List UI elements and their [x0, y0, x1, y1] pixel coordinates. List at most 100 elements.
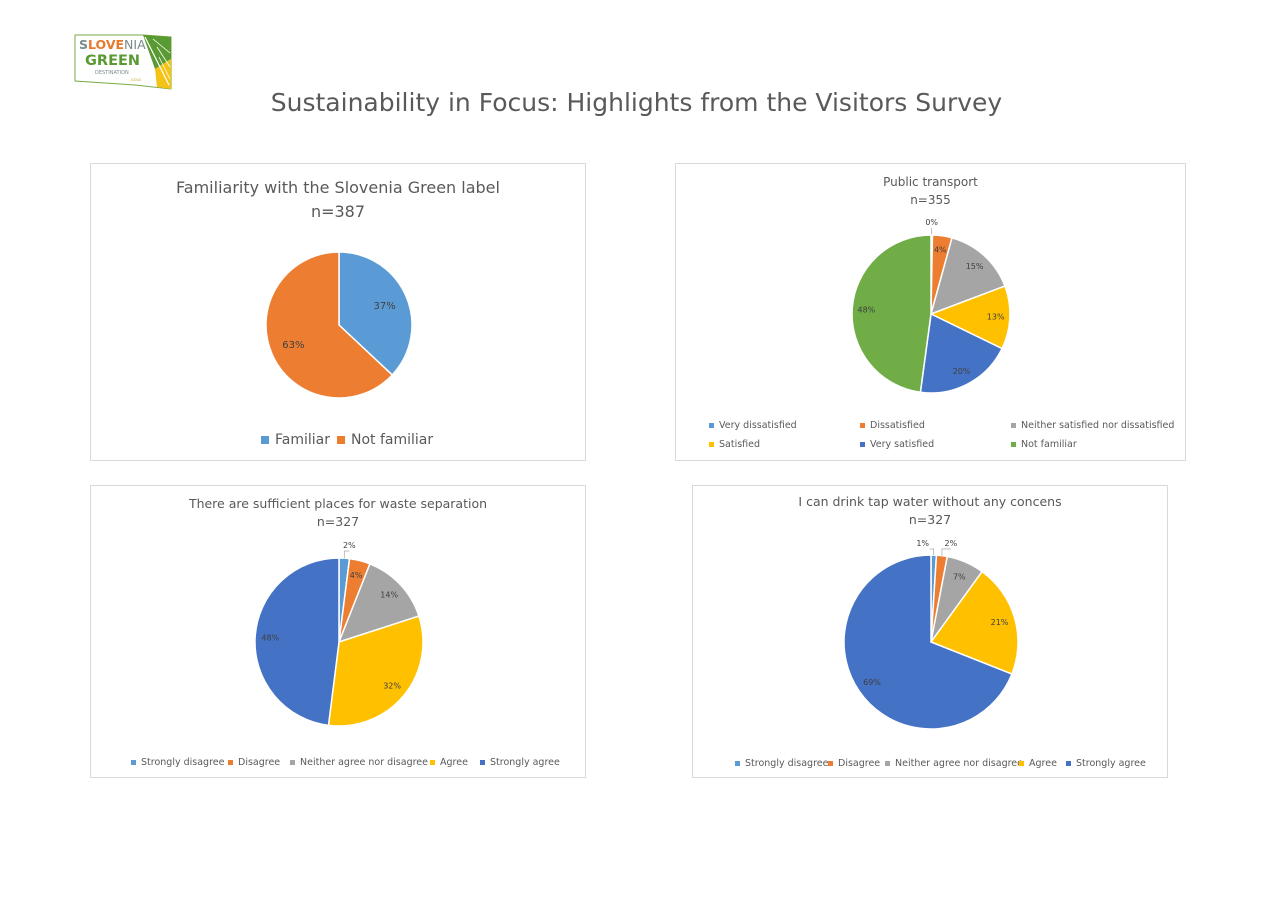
legend-item-strongly-disagree: Strongly disagree	[735, 758, 828, 769]
legend-label: Strongly agree	[490, 757, 560, 768]
legend-swatch	[131, 760, 136, 765]
legend-item-strongly-disagree: Strongly disagree	[131, 757, 224, 768]
legend-swatch	[1019, 761, 1024, 766]
legend-swatch	[228, 760, 233, 765]
legend-item-not-familiar: Not familiar	[337, 432, 433, 448]
legend-swatch	[261, 436, 269, 444]
legend-swatch	[709, 442, 714, 447]
data-label: 37%	[373, 301, 395, 312]
legend-label: Strongly disagree	[745, 758, 829, 769]
leader-line	[929, 548, 935, 555]
leader-line	[941, 548, 951, 556]
legend-item-not-familiar: Not familiar	[1011, 439, 1077, 450]
legend-item-very-dissatisfied: Very dissatisfied	[709, 420, 797, 431]
data-label: 4%	[934, 246, 947, 255]
data-label: 48%	[261, 634, 279, 643]
pie-slice-not-familiar	[265, 251, 394, 399]
logo-text-nia: NIA	[124, 37, 146, 52]
pie-chart-tap-water: 1% 2% 7% 21% 69%	[843, 539, 1019, 730]
data-label: 2%	[343, 541, 356, 550]
legend-item-agree: Agree	[1019, 758, 1057, 769]
legend-swatch	[1011, 423, 1016, 428]
chart-legend: Very dissatisfied Dissatisfied Neither s…	[676, 420, 1187, 456]
legend-swatch	[735, 761, 740, 766]
chart-subtitle: n=387	[310, 202, 366, 221]
legend-label: Familiar	[275, 432, 330, 448]
legend-swatch	[1011, 442, 1016, 447]
data-label: 7%	[953, 572, 966, 581]
chart-panel-familiarity: Familiarity with the Slovenia Green labe…	[90, 163, 586, 461]
data-label: 63%	[282, 340, 304, 351]
pie-slice-neither-satisfied-nor-dissatisfied	[929, 236, 1006, 316]
legend-label: Agree	[1029, 758, 1057, 769]
data-label: 13%	[987, 313, 1005, 322]
chart-legend: Strongly disagree Disagree Neither agree…	[693, 758, 1169, 772]
data-label: 15%	[966, 262, 984, 271]
page-title: Sustainability in Focus: Highlights from…	[270, 88, 1003, 117]
legend-item-familiar: Familiar	[261, 432, 330, 448]
legend-label: Very satisfied	[870, 439, 935, 450]
legend-item-disagree: Disagree	[228, 757, 280, 768]
data-label: 2%	[945, 539, 958, 548]
legend-label: Dissatisfied	[870, 420, 925, 431]
legend-label: Not familiar	[1021, 439, 1077, 450]
pie-chart-waste-separation: 2% 4% 14% 32% 48%	[254, 541, 424, 727]
legend-label: Strongly disagree	[141, 757, 225, 768]
legend-item-neither: Neither satisfied nor dissatisfied	[1011, 420, 1174, 431]
legend-item-agree: Agree	[430, 757, 468, 768]
legend-label: Neither agree nor disagree	[300, 757, 428, 768]
legend-swatch	[1066, 761, 1071, 766]
chart-panel-waste-separation: There are sufficient places for waste se…	[90, 485, 586, 778]
pie-slice-very-satisfied	[919, 312, 1004, 394]
legend-swatch	[480, 760, 485, 765]
pie-slice-satisfied	[929, 285, 1011, 350]
pie-chart-familiarity: 37% 63%	[265, 251, 413, 399]
legend-swatch	[860, 442, 865, 447]
data-label: 14%	[380, 591, 398, 600]
pie-slice-familiar	[338, 251, 413, 377]
chart-title: Public transport	[883, 175, 978, 189]
data-label: 4%	[350, 571, 363, 580]
pie-slice-agree	[327, 615, 424, 727]
pie-slice-agree	[929, 570, 1019, 676]
legend-item-neither: Neither agree nor disagree	[290, 757, 428, 768]
logo-text-love: LOVE	[88, 37, 124, 52]
data-label: 48%	[858, 305, 876, 314]
chart-panel-tap-water: I can drink tap water without any concen…	[692, 485, 1168, 778]
legend-item-strongly-agree: Strongly agree	[1066, 758, 1146, 769]
pie-slice-strongly-agree	[843, 554, 1013, 730]
chart-legend: Strongly disagree Disagree Neither agree…	[91, 757, 587, 771]
chart-panel-public-transport: Public transport n=355 0% 4% 15% 13% 20% 48% …	[675, 163, 1186, 461]
chart-title: I can drink tap water without any concen…	[798, 494, 1062, 509]
legend-label: Not familiar	[351, 432, 434, 448]
chart-title: There are sufficient places for waste se…	[188, 496, 488, 511]
pie-chart-public-transport: 0% 4% 15% 13% 20% 48%	[851, 218, 1011, 394]
slovenia-green-logo: SLOVENIA GREEN DESTINATION GOLD	[73, 33, 173, 91]
legend-swatch	[828, 761, 833, 766]
data-label: 32%	[383, 682, 401, 691]
legend-label: Agree	[440, 757, 468, 768]
legend-item-disagree: Disagree	[828, 758, 880, 769]
data-label: 1%	[916, 539, 929, 548]
data-label: 0%	[925, 218, 938, 227]
legend-label: Disagree	[238, 757, 281, 768]
legend-swatch	[430, 760, 435, 765]
logo-text-s: S	[79, 37, 88, 52]
legend-item-strongly-agree: Strongly agree	[480, 757, 560, 768]
logo-text-gold: GOLD	[131, 78, 141, 82]
data-label: 21%	[991, 618, 1009, 627]
legend-swatch	[337, 436, 345, 444]
leader-line	[343, 550, 350, 559]
data-label: 20%	[953, 367, 971, 376]
chart-title: Familiarity with the Slovenia Green labe…	[176, 178, 500, 197]
legend-item-dissatisfied: Dissatisfied	[860, 420, 925, 431]
legend-swatch	[290, 760, 295, 765]
data-label: 69%	[863, 678, 881, 687]
legend-label: Strongly agree	[1076, 758, 1146, 769]
chart-subtitle: n=327	[316, 514, 360, 529]
legend-item-very-satisfied: Very satisfied	[860, 439, 934, 450]
legend-label: Neither agree nor disagree	[895, 758, 1023, 769]
legend-item-satisfied: Satisfied	[709, 439, 760, 450]
chart-subtitle: n=327	[908, 512, 952, 527]
legend-label: Very dissatisfied	[719, 420, 797, 431]
